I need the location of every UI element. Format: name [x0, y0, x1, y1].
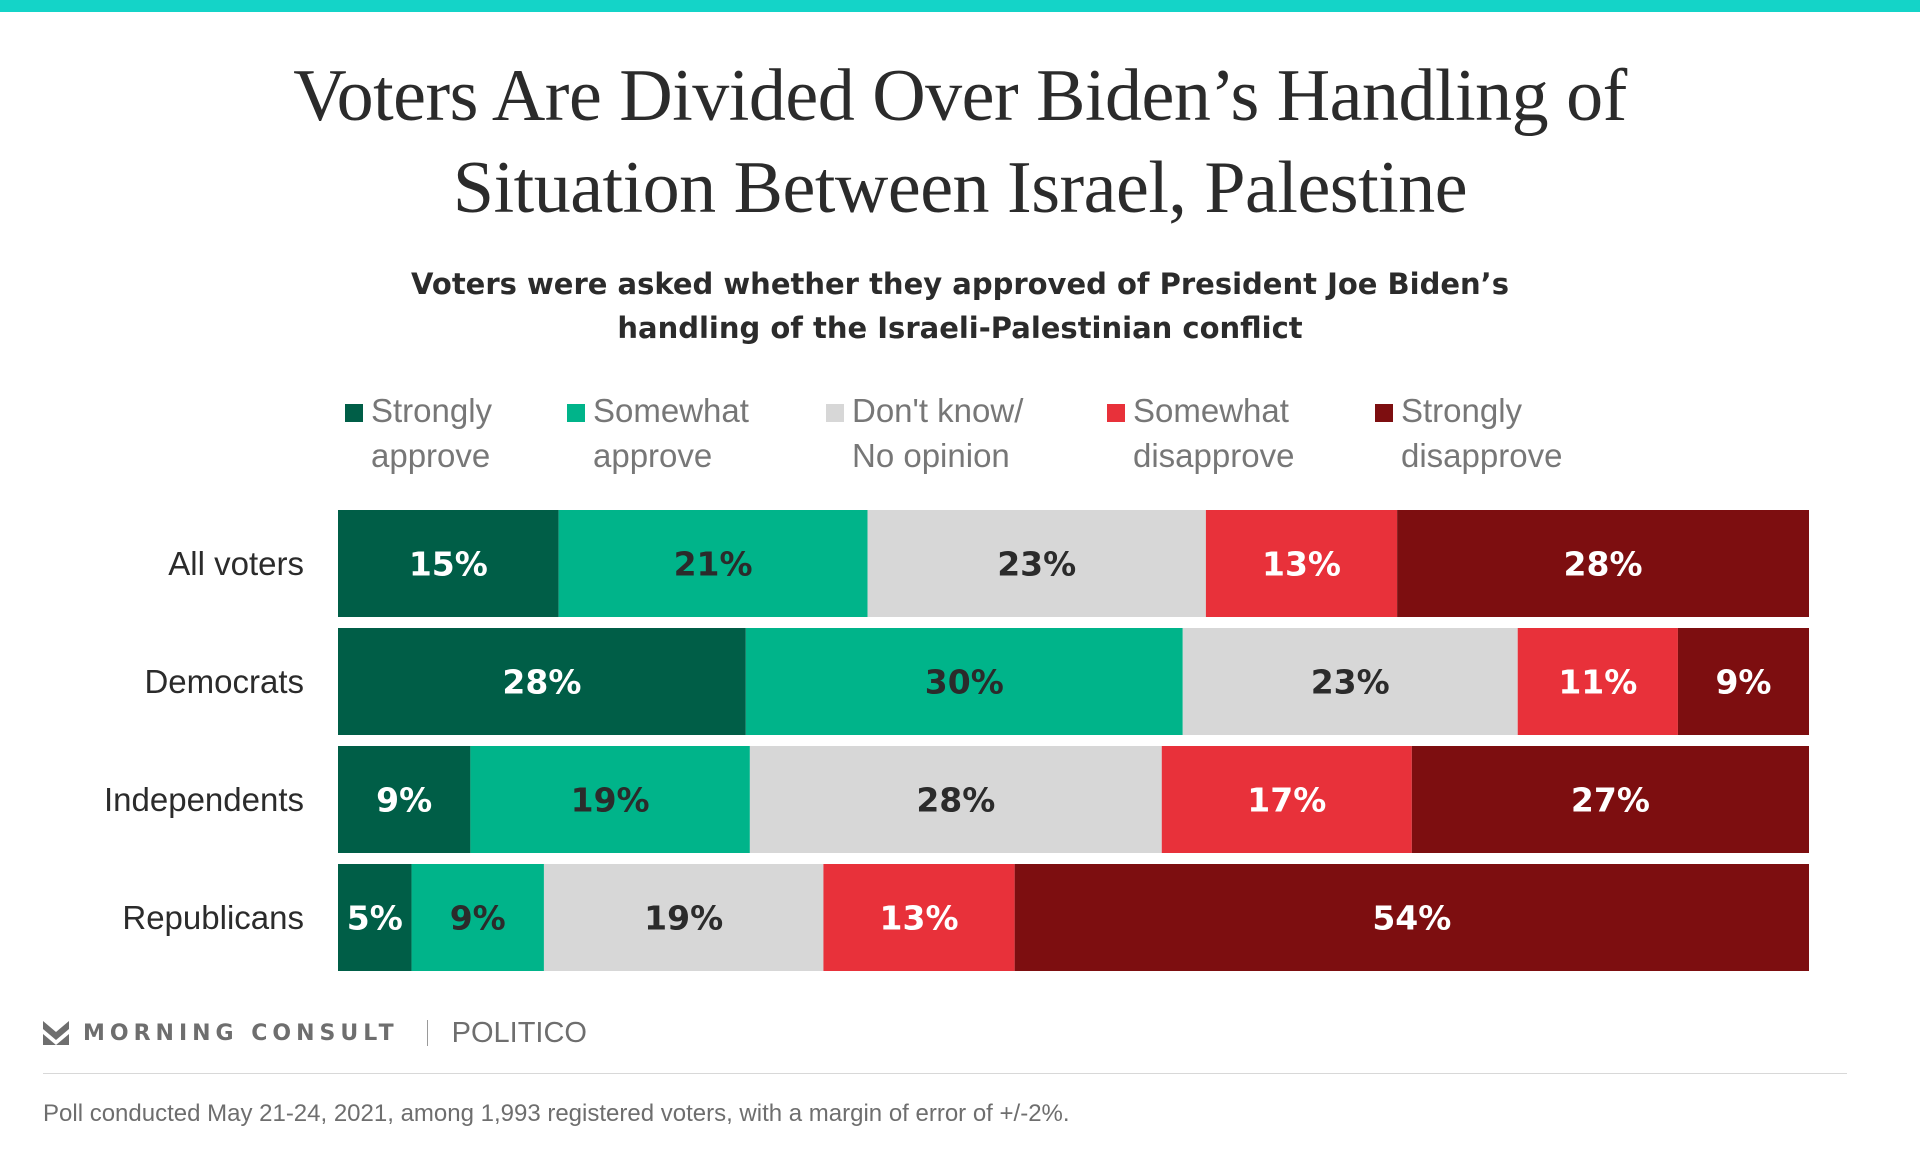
- bar-segment: [1517, 628, 1678, 735]
- bar-segment: [338, 510, 559, 617]
- bar-value-label: 19%: [644, 899, 723, 938]
- legend-label: Somewhat disapprove: [1133, 392, 1295, 474]
- bar-value-label: 13%: [1262, 545, 1341, 584]
- legend-swatch-icon: [1375, 404, 1393, 422]
- bar-segment: [558, 510, 868, 617]
- politico-wordmark: POLITICO: [451, 1016, 587, 1049]
- chart-title: Voters Are Divided Over Biden’s Handling…: [0, 50, 1920, 234]
- logo-separator: [426, 1020, 428, 1046]
- bar-value-label: 9%: [1715, 663, 1771, 702]
- bar-value-label: 13%: [880, 899, 959, 938]
- bar-value-label: 19%: [571, 781, 650, 820]
- bar-segment: [338, 628, 746, 735]
- footer-divider: [43, 1073, 1847, 1074]
- bar-value-label: 5%: [347, 899, 403, 938]
- top-accent-bar: [0, 0, 1920, 12]
- legend-label: Strongly approve: [371, 392, 493, 474]
- legend-swatch-icon: [567, 404, 585, 422]
- subtitle-line-2: handling of the Israeli-Palestinian conf…: [617, 311, 1303, 345]
- legend-swatch-icon: [1107, 404, 1125, 422]
- bar-segment: [338, 746, 471, 853]
- row-label-independents: Independents: [103, 781, 304, 818]
- bar-segment: [1411, 746, 1809, 853]
- footer-logos: MORNING CONSULT POLITICO: [43, 1015, 587, 1051]
- bar-segment: [543, 864, 824, 971]
- bar-value-label: 54%: [1372, 899, 1451, 938]
- subtitle-line-1: Voters were asked whether they approved …: [411, 267, 1509, 301]
- bar-value-label: 21%: [674, 545, 753, 584]
- bar-value-label: 28%: [502, 663, 581, 702]
- bar-value-label: 27%: [1571, 781, 1650, 820]
- bar-value-label: 9%: [376, 781, 432, 820]
- legend-swatch-icon: [826, 404, 844, 422]
- bar-segment: [338, 864, 412, 971]
- legend-label: Don't know/ No opinion: [852, 392, 1024, 474]
- row-label-democrats: Democrats: [144, 663, 304, 700]
- bar-segment: [1397, 510, 1809, 617]
- bar-value-label: 11%: [1558, 663, 1637, 702]
- bar-value-label: 23%: [997, 545, 1076, 584]
- row-label-republicans: Republicans: [122, 899, 304, 936]
- bar-value-label: 23%: [1311, 663, 1390, 702]
- bar-value-label: 30%: [925, 663, 1004, 702]
- chart-subtitle: Voters were asked whether they approved …: [0, 262, 1920, 350]
- legend-swatch-icon: [345, 404, 363, 422]
- bar-segment: [867, 510, 1206, 617]
- bar-segment: [749, 746, 1162, 853]
- legend-label: Somewhat approve: [593, 392, 749, 474]
- bar-segment: [1014, 864, 1809, 971]
- bar-segment: [745, 628, 1183, 735]
- morning-consult-logo-icon: [43, 1021, 69, 1045]
- title-line-2: Situation Between Israel, Palestine: [452, 147, 1468, 229]
- bar-value-label: 15%: [409, 545, 488, 584]
- footnote: Poll conducted May 21-24, 2021, among 1,…: [43, 1100, 1070, 1127]
- morning-consult-wordmark: MORNING CONSULT: [83, 1020, 399, 1046]
- bar-segment: [1205, 510, 1398, 617]
- bar-value-label: 9%: [450, 899, 506, 938]
- bar-segment: [823, 864, 1015, 971]
- stacked-bar-chart: 15% 21% 23% 13% 28% 28% 30% 23% 11% 9% 9% 19% 28% 17%…: [338, 510, 1809, 971]
- bar-value-label: 28%: [1564, 545, 1643, 584]
- legend-label: Strongly disapprove: [1401, 392, 1563, 474]
- bar-value-label: 17%: [1247, 781, 1326, 820]
- bar-segment: [1161, 746, 1412, 853]
- bar-segment: [470, 746, 750, 853]
- bar-segment: [411, 864, 544, 971]
- row-label-all-voters: All voters: [168, 545, 304, 582]
- bar-segment: [1182, 628, 1518, 735]
- bar-value-label: 28%: [916, 781, 995, 820]
- title-line-1: Voters Are Divided Over Biden’s Handling…: [293, 55, 1627, 137]
- bar-segment: [1677, 628, 1809, 735]
